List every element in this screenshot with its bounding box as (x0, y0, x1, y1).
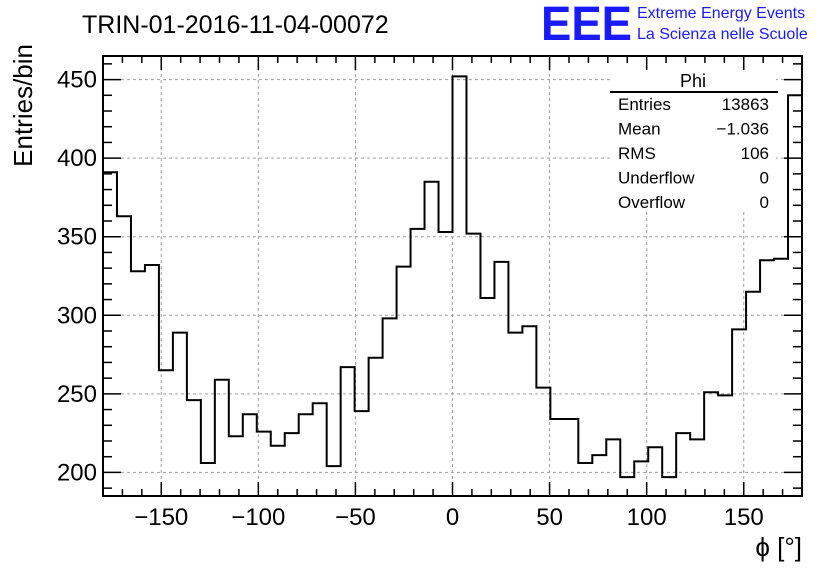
stats-row-value: −1.036 (717, 120, 769, 139)
stats-row-value: 0 (760, 193, 769, 212)
stats-row-label: Entries (618, 95, 671, 114)
stats-rows: Entries 13863 Mean −1.036 RMS 106 Underflow 0 Ov… (618, 95, 769, 212)
x-tick-label: −100 (231, 504, 285, 531)
x-tick-label: 0 (446, 504, 459, 531)
x-tick-labels: −150 −100 −50 0 50 100 150 (134, 504, 764, 531)
stats-row-label: RMS (618, 144, 656, 163)
y-axis-label: Entries/bin (8, 44, 38, 167)
stats-box: Phi Entries 13863 Mean −1.036 RMS 106 Underflo… (610, 70, 778, 212)
y-tick-label: 450 (57, 67, 97, 94)
stats-row-value: 106 (741, 144, 769, 163)
histogram-line (103, 75, 802, 479)
stats-row-label: Underflow (618, 169, 695, 188)
y-tick-label: 250 (57, 381, 97, 408)
y-tick-label: 200 (57, 459, 97, 486)
axis-ticks (103, 56, 802, 496)
logo-line-1: Extreme Energy Events (637, 5, 805, 22)
stats-row-label: Mean (618, 120, 661, 139)
stats-row-value: 0 (760, 169, 769, 188)
x-tick-label: −150 (134, 504, 188, 531)
y-tick-labels: 200 250 300 350 400 450 (57, 67, 97, 487)
y-tick-label: 400 (57, 145, 97, 172)
stats-name: Phi (680, 71, 706, 91)
chart-title: TRIN-01-2016-11-04-00072 (82, 11, 389, 39)
y-tick-label: 350 (57, 224, 97, 251)
logo-line-2: La Scienza nelle Scuole (637, 26, 808, 43)
stats-row-value: 13863 (722, 95, 769, 114)
y-tick-label: 300 (57, 302, 97, 329)
x-tick-label: 150 (724, 504, 764, 531)
x-tick-label: 100 (627, 504, 667, 531)
eee-logo: EEE Extreme Energy Events La Scienza nel… (541, 0, 808, 51)
x-tick-label: −50 (335, 504, 376, 531)
x-axis-label: ϕ [°] (755, 532, 802, 562)
stats-box-bg (612, 70, 776, 210)
stats-row-label: Overflow (618, 193, 686, 212)
eee-logo-text: EEE (541, 0, 632, 51)
x-tick-label: 50 (536, 504, 563, 531)
